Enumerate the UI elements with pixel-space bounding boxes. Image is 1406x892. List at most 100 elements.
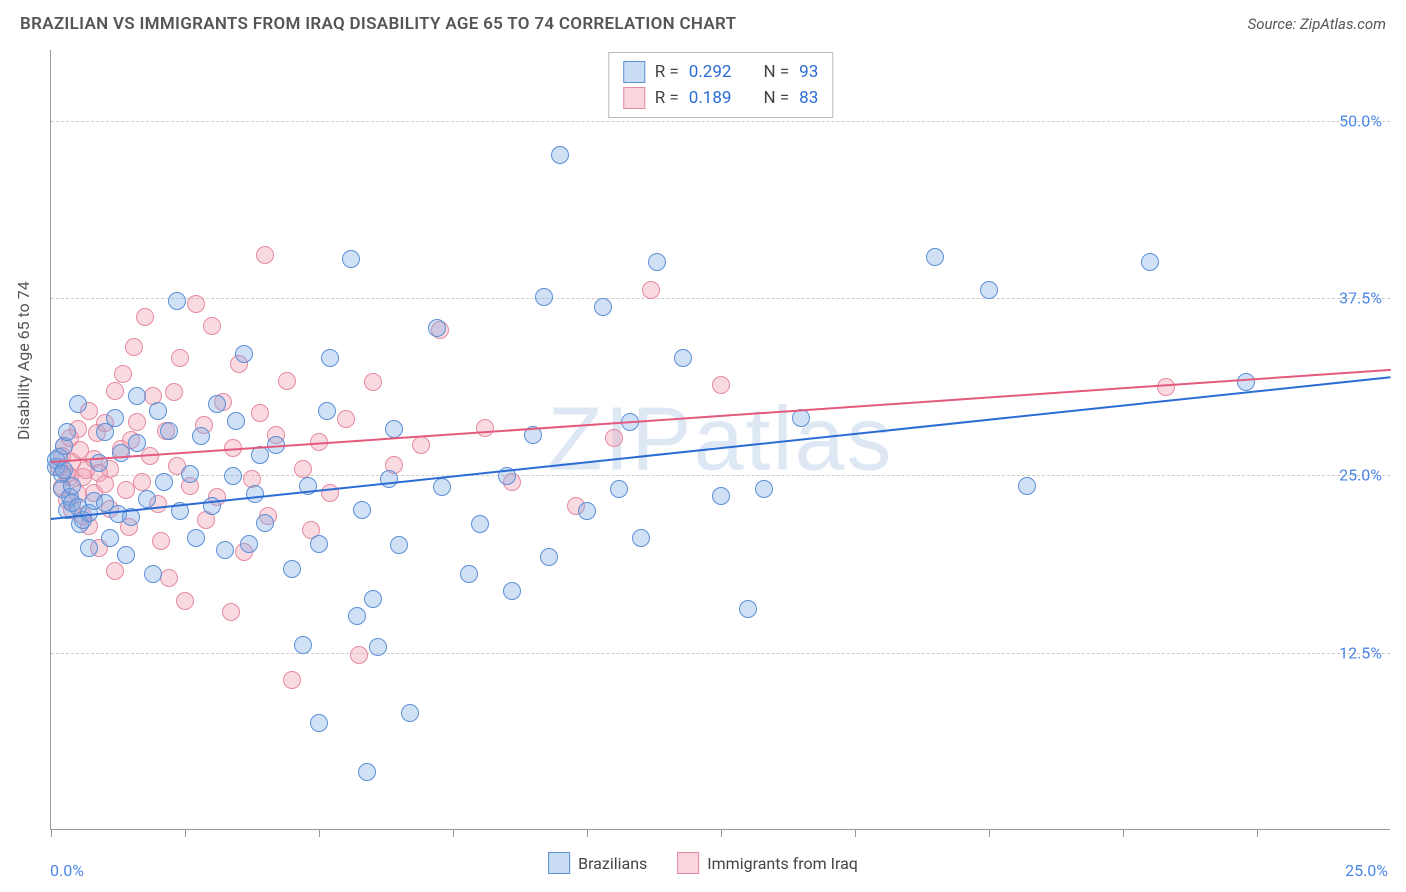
- data-point: [535, 288, 553, 306]
- data-point: [712, 376, 730, 394]
- r-label: R =: [655, 88, 679, 108]
- data-point: [980, 281, 998, 299]
- data-point: [294, 460, 312, 478]
- data-point: [369, 638, 387, 656]
- data-point: [321, 484, 339, 502]
- data-point: [160, 569, 178, 587]
- data-point: [117, 546, 135, 564]
- r-label: R =: [655, 62, 679, 82]
- data-point: [648, 253, 666, 271]
- header: BRAZILIAN VS IMMIGRANTS FROM IRAQ DISABI…: [0, 0, 1406, 44]
- data-point: [342, 250, 360, 268]
- data-point: [353, 501, 371, 519]
- data-point: [160, 422, 178, 440]
- data-point: [216, 541, 234, 559]
- y-axis-title: Disability Age 65 to 74: [14, 281, 33, 440]
- data-point: [224, 467, 242, 485]
- x-tick: [319, 829, 320, 837]
- data-point: [63, 477, 81, 495]
- x-tick: [989, 829, 990, 837]
- data-point: [155, 473, 173, 491]
- data-point: [594, 298, 612, 316]
- data-point: [101, 529, 119, 547]
- data-point: [106, 409, 124, 427]
- data-point: [149, 402, 167, 420]
- data-point: [348, 607, 366, 625]
- x-tick: [855, 829, 856, 837]
- n-value-pink: 83: [799, 88, 818, 108]
- data-point: [144, 565, 162, 583]
- data-point: [69, 395, 87, 413]
- r-value-blue: 0.292: [689, 62, 732, 82]
- swatch-pink-icon: [623, 87, 645, 109]
- data-point: [138, 490, 156, 508]
- y-tick-label: 37.5%: [1339, 289, 1382, 308]
- legend-bottom: Brazilians Immigrants from Iraq: [548, 852, 858, 874]
- n-value-blue: 93: [799, 62, 818, 82]
- legend-item-blue: Brazilians: [548, 852, 647, 874]
- r-value-pink: 0.189: [689, 88, 732, 108]
- x-tick: [721, 829, 722, 837]
- chart-title: BRAZILIAN VS IMMIGRANTS FROM IRAQ DISABI…: [20, 14, 736, 34]
- data-point: [251, 404, 269, 422]
- data-point: [136, 308, 154, 326]
- gridline: [51, 653, 1390, 654]
- data-point: [385, 420, 403, 438]
- data-point: [203, 317, 221, 335]
- source-label: Source: ZipAtlas.com: [1248, 15, 1386, 33]
- data-point: [278, 372, 296, 390]
- data-point: [364, 590, 382, 608]
- data-point: [610, 480, 628, 498]
- data-point: [503, 582, 521, 600]
- x-axis-max-label: 25.0%: [1345, 861, 1388, 880]
- legend-item-pink: Immigrants from Iraq: [677, 852, 858, 874]
- data-point: [283, 671, 301, 689]
- data-point: [256, 514, 274, 532]
- data-point: [114, 365, 132, 383]
- data-point: [926, 248, 944, 266]
- data-point: [168, 292, 186, 310]
- data-point: [133, 473, 151, 491]
- data-point: [58, 423, 76, 441]
- data-point: [390, 536, 408, 554]
- data-point: [256, 246, 274, 264]
- swatch-blue-icon: [623, 61, 645, 83]
- data-point: [578, 502, 596, 520]
- data-point: [227, 412, 245, 430]
- data-point: [235, 345, 253, 363]
- data-point: [222, 603, 240, 621]
- x-tick: [1123, 829, 1124, 837]
- data-point: [294, 636, 312, 654]
- data-point: [605, 429, 623, 447]
- legend-swatch-blue-icon: [548, 852, 570, 874]
- x-tick: [453, 829, 454, 837]
- data-point: [739, 600, 757, 618]
- x-tick: [1257, 829, 1258, 837]
- x-tick: [185, 829, 186, 837]
- data-point: [208, 395, 226, 413]
- data-point: [246, 485, 264, 503]
- data-point: [283, 560, 301, 578]
- x-axis-min-label: 0.0%: [50, 861, 84, 880]
- data-point: [80, 539, 98, 557]
- data-point: [310, 714, 328, 732]
- x-tick: [51, 829, 52, 837]
- stats-box: R = 0.292 N = 93 R = 0.189 N = 83: [608, 52, 834, 118]
- data-point: [192, 427, 210, 445]
- data-point: [128, 413, 146, 431]
- data-point: [1237, 373, 1255, 391]
- data-point: [181, 465, 199, 483]
- stats-row-blue: R = 0.292 N = 93: [623, 59, 819, 85]
- gridline: [51, 298, 1390, 299]
- y-tick-label: 25.0%: [1339, 466, 1382, 485]
- data-point: [106, 562, 124, 580]
- n-label: N =: [763, 88, 789, 108]
- data-point: [551, 146, 569, 164]
- data-point: [460, 565, 478, 583]
- data-point: [755, 480, 773, 498]
- data-point: [112, 444, 130, 462]
- x-tick: [587, 829, 588, 837]
- data-point: [321, 349, 339, 367]
- data-point: [176, 592, 194, 610]
- data-point: [187, 529, 205, 547]
